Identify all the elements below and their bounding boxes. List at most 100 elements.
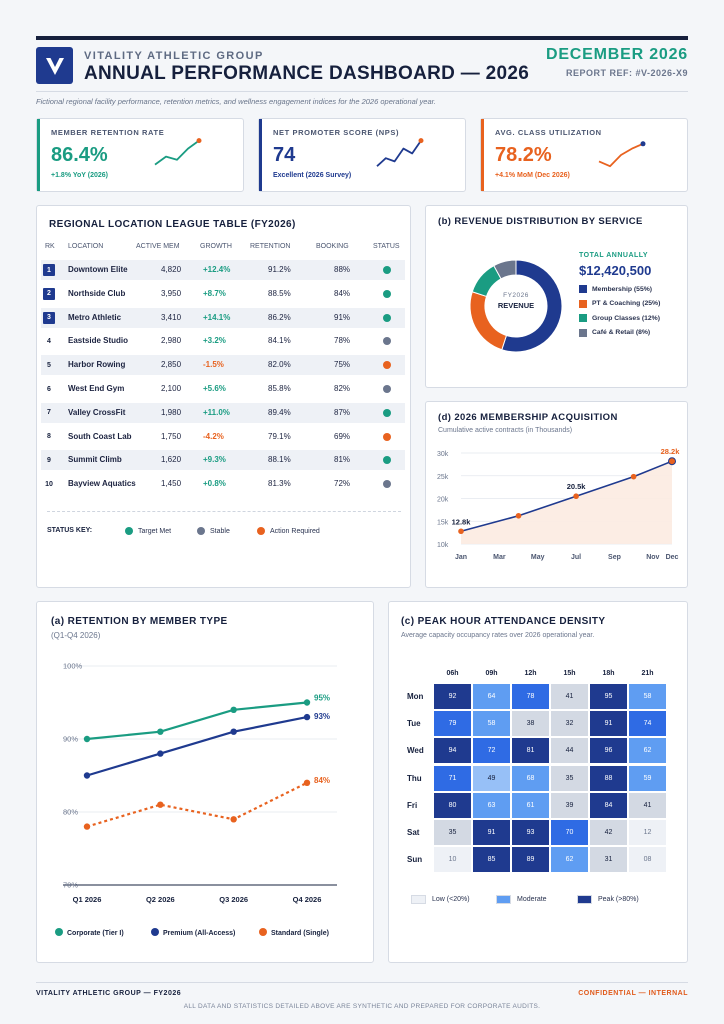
heatmap-legend-label: Moderate bbox=[517, 896, 547, 903]
location-name: Downtown Elite bbox=[68, 265, 128, 274]
heatmap-card: (c) PEAK HOUR ATTENDANCE DENSITY Average… bbox=[388, 601, 688, 963]
acq-point-label: 12.8k bbox=[452, 517, 472, 526]
heatmap-cell: 94 bbox=[434, 738, 471, 764]
location-name: Bayview Aquatics bbox=[68, 479, 136, 489]
heatmap-cell: 12 bbox=[629, 820, 666, 845]
status-dot bbox=[383, 456, 391, 465]
league-table-title: REGIONAL LOCATION LEAGUE TABLE (FY2026) bbox=[49, 219, 296, 230]
ret-point bbox=[157, 801, 164, 808]
status-dot bbox=[383, 361, 391, 370]
heatmap-cell: 31 bbox=[590, 847, 627, 873]
kpi-label: AVG. CLASS UTILIZATION bbox=[495, 128, 602, 137]
status-met-dot bbox=[125, 527, 133, 535]
page-title: ANNUAL PERFORMANCE DASHBOARD — 2026 bbox=[84, 63, 530, 84]
ret-point bbox=[303, 713, 311, 721]
revenue-legend-item: Membership (55%) bbox=[579, 285, 652, 293]
heatmap-cell: 41 bbox=[551, 684, 588, 709]
kpi-value: 78.2% bbox=[495, 144, 552, 166]
rank-cell: 7 bbox=[43, 407, 55, 419]
rank-cell: 8 bbox=[43, 431, 55, 443]
status-dot bbox=[383, 408, 391, 417]
league-table-header: RK LOCATION ACTIVE MEM GROWTH RETENTION … bbox=[43, 243, 405, 257]
heatmap-cell: 58 bbox=[629, 684, 666, 709]
heatmap-legend-swatch bbox=[411, 895, 426, 904]
rank-cell: 6 bbox=[43, 383, 55, 395]
rank-cell: 2 bbox=[43, 287, 55, 300]
rank-badge: 10 bbox=[45, 480, 53, 488]
active-members: 1,450 bbox=[161, 479, 182, 489]
ret-point bbox=[157, 728, 164, 735]
heatmap-cell: 88 bbox=[590, 765, 627, 791]
status-key-met: Target Met bbox=[125, 527, 171, 535]
acq-point bbox=[458, 528, 464, 535]
booking-value: 75% bbox=[334, 360, 351, 370]
footer-divider bbox=[36, 982, 688, 983]
growth-value: -4.2% bbox=[203, 431, 224, 441]
retention-value: 79.1% bbox=[268, 431, 291, 441]
rank-badge: 3 bbox=[43, 311, 55, 324]
active-members: 4,820 bbox=[161, 265, 182, 274]
ret-point bbox=[83, 823, 91, 830]
kpi-sparkline-line bbox=[154, 139, 200, 166]
kpi-sparkline-end-point bbox=[196, 138, 202, 144]
heatmap-cell: 74 bbox=[629, 711, 666, 737]
ret-end-label: 84% bbox=[314, 776, 330, 785]
ret-x-tick: Q2 2026 bbox=[146, 895, 175, 904]
ret-series-line bbox=[86, 716, 308, 777]
ret-point bbox=[157, 750, 164, 757]
heatmap-day-label: Sat bbox=[407, 828, 420, 837]
rank-cell: 4 bbox=[43, 335, 55, 347]
heatmap-cell: 93 bbox=[512, 820, 549, 845]
status-stable-dot bbox=[197, 527, 205, 535]
ret-end-label: 93% bbox=[314, 712, 330, 721]
ret-legend-label: Standard (Single) bbox=[271, 930, 329, 937]
rank-cell: 5 bbox=[43, 359, 55, 371]
ret-y-tick: 80% bbox=[63, 808, 78, 817]
table-row: 8 South Coast Lab 1,750 -4.2% 79.1% 69% bbox=[41, 427, 405, 447]
kpi-card-utilization: AVG. CLASS UTILIZATION 78.2% +4.1% MoM (… bbox=[480, 118, 688, 192]
heatmap-hour-label: 21h bbox=[641, 670, 654, 677]
donut-center-top: FY2026 bbox=[503, 292, 529, 299]
acq-x-tick: Jul bbox=[571, 554, 581, 561]
heatmap-legend-item: Low (<20%) bbox=[411, 895, 470, 904]
rank-badge: 8 bbox=[47, 433, 51, 441]
heatmap-cell: 78 bbox=[512, 684, 549, 709]
kpi-accent-bar bbox=[37, 119, 40, 191]
status-dot bbox=[383, 337, 391, 346]
location-name: Metro Athletic bbox=[68, 312, 122, 322]
booking-value: 87% bbox=[334, 407, 351, 417]
kpi-accent-bar bbox=[481, 119, 484, 191]
acq-y-tick: 20k bbox=[437, 497, 449, 504]
revenue-legend-swatch bbox=[579, 299, 587, 308]
heatmap-cell: 35 bbox=[551, 765, 588, 791]
acq-y-tick: 30k bbox=[437, 451, 449, 458]
kpi-sub: +1.8% YoY (2026) bbox=[51, 172, 109, 179]
growth-value: -1.5% bbox=[203, 360, 224, 370]
acq-x-tick: May bbox=[531, 554, 545, 561]
retention-value: 84.1% bbox=[268, 336, 291, 346]
heatmap-cell: 38 bbox=[512, 711, 549, 737]
table-divider bbox=[47, 511, 401, 512]
heatmap-hour-label: 06h bbox=[446, 670, 459, 677]
growth-value: +8.7% bbox=[203, 288, 226, 298]
kpi-card-nps: NET PROMOTER SCORE (NPS) 74 Excellent (2… bbox=[258, 118, 466, 192]
status-key-label-action: Action Required bbox=[270, 527, 320, 535]
heatmap-hour-label: 12h bbox=[524, 670, 537, 677]
heatmap-cell: 42 bbox=[590, 820, 627, 845]
company-logo bbox=[36, 47, 73, 84]
ret-y-tick: 90% bbox=[63, 735, 78, 744]
heatmap-hour-label: 15h bbox=[563, 670, 576, 677]
rank-badge: 6 bbox=[47, 385, 51, 393]
footer-right: CONFIDENTIAL — INTERNAL bbox=[578, 990, 688, 997]
heatmap-day-label: Wed bbox=[407, 746, 424, 756]
revenue-title: (b) REVENUE DISTRIBUTION BY SERVICE bbox=[438, 216, 643, 227]
booking-value: 91% bbox=[334, 312, 351, 322]
heatmap-cell: 68 bbox=[512, 765, 549, 791]
acq-point bbox=[668, 457, 676, 466]
acq-x-tick: Sep bbox=[608, 554, 621, 561]
col-retention: RETENTION bbox=[250, 243, 291, 250]
heatmap-cell: 96 bbox=[590, 738, 627, 764]
retention-value: 82.0% bbox=[268, 360, 291, 370]
acq-x-tick: Nov bbox=[646, 554, 659, 561]
kpi-value: 86.4% bbox=[51, 144, 108, 166]
